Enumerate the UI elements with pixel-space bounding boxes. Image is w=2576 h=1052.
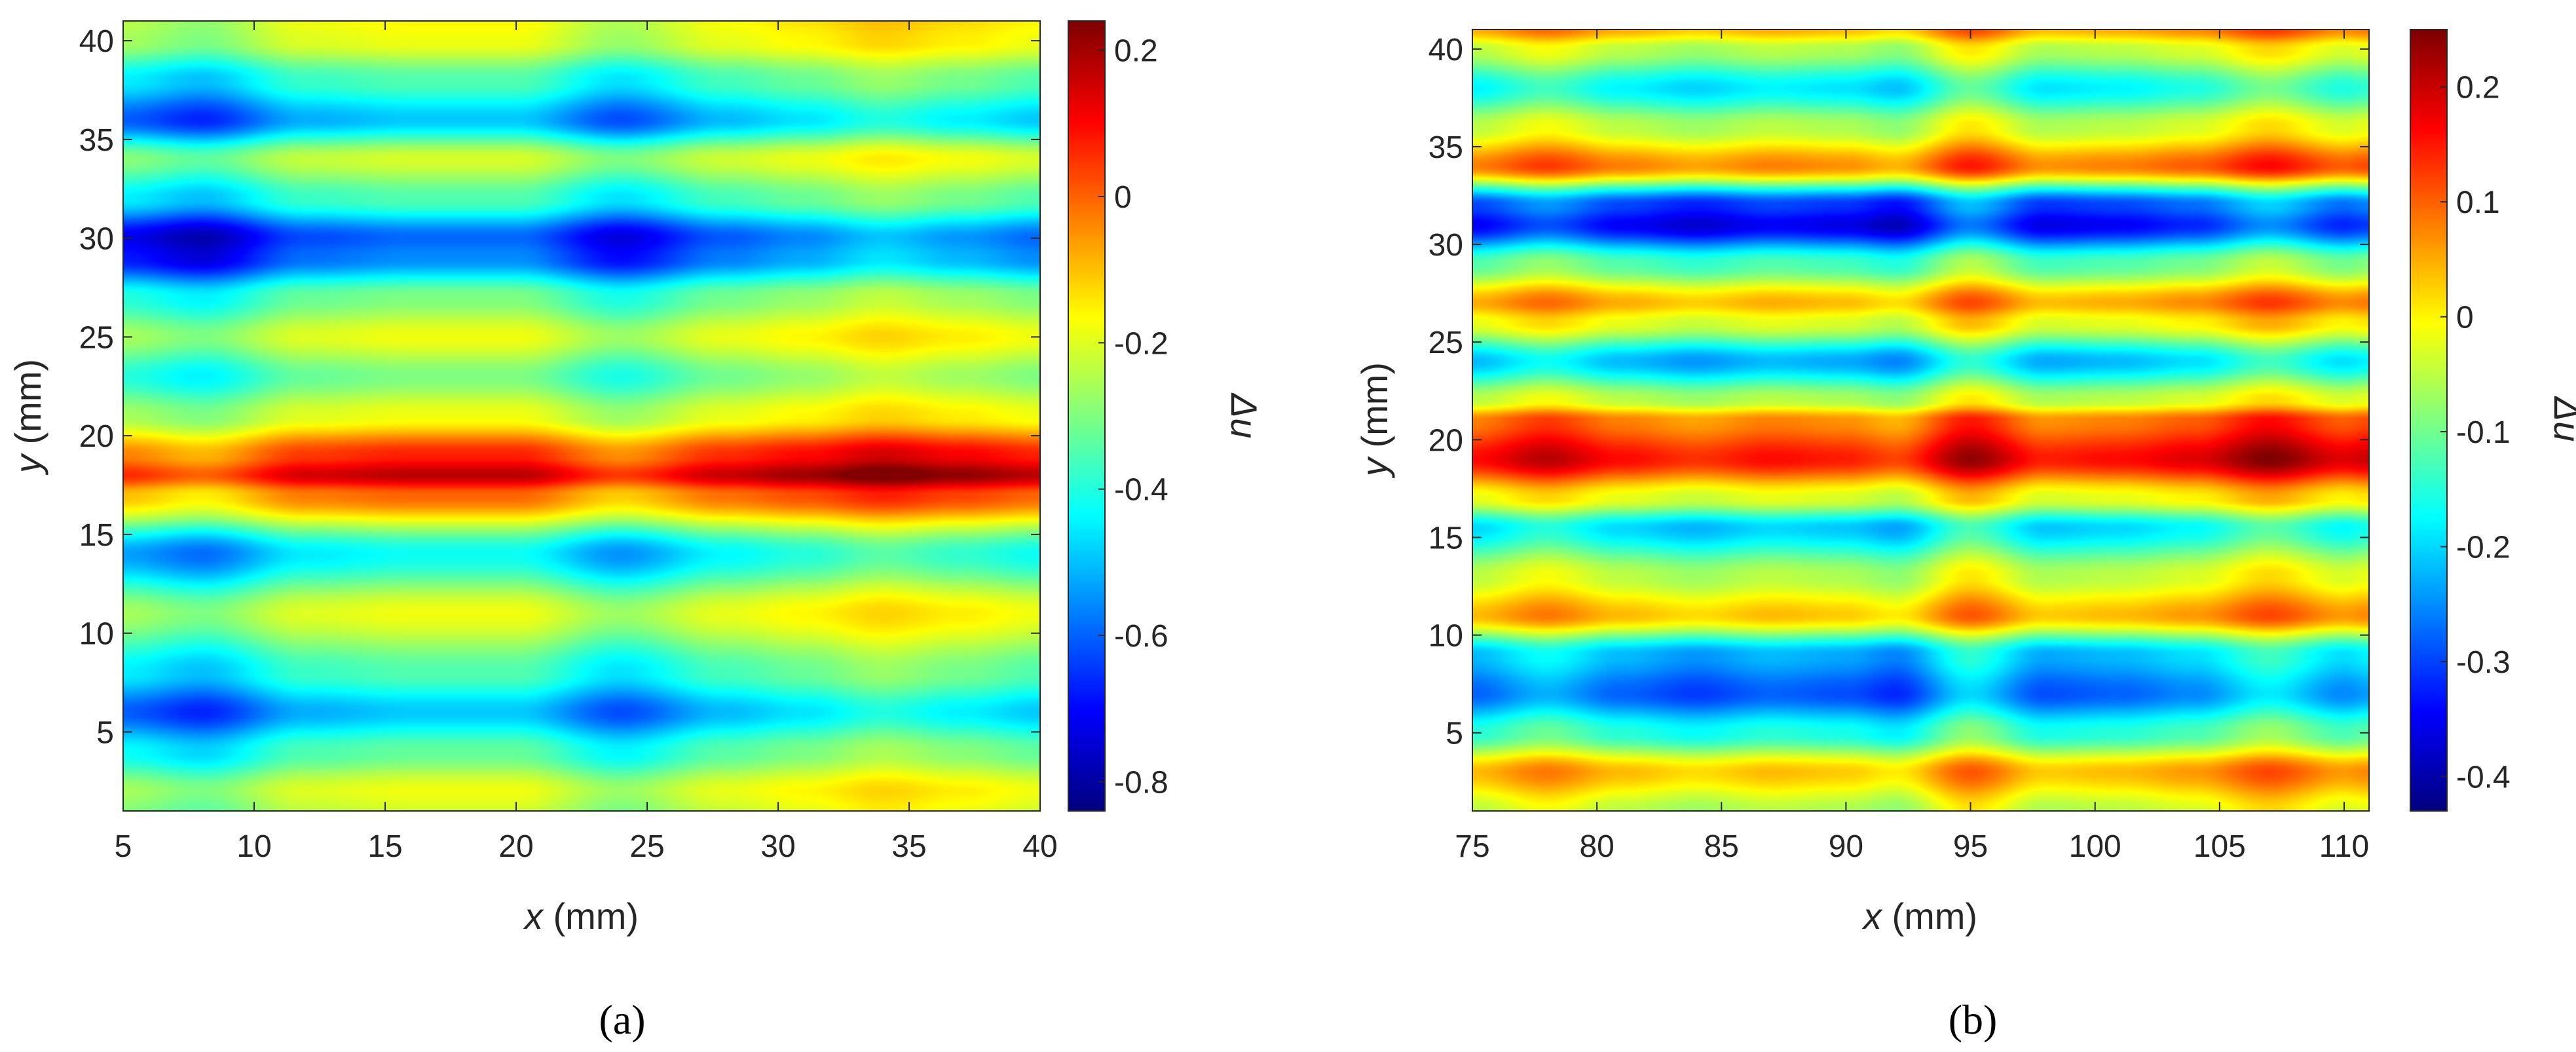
colorbar-tick-label-a: 0.2 (1114, 34, 1158, 69)
y-tick-label-a: 20 (79, 419, 114, 454)
x-axis-var-b: x (1861, 895, 1883, 937)
colorbar-frame-b (2410, 29, 2448, 812)
colorbar-tick-label-a: -0.8 (1114, 765, 1168, 800)
y-tick-label-a: 25 (79, 320, 114, 355)
x-tick-label-b: 100 (2069, 829, 2121, 864)
y-axis-unit-b: (mm) (1354, 362, 1395, 458)
y-axis-unit-a: (mm) (7, 359, 48, 455)
colorbar-tick-label-b: 0 (2456, 301, 2474, 335)
colorbar-label-a: Δu (1223, 392, 1265, 439)
colorbar-tick-label-a: -0.2 (1114, 326, 1168, 361)
x-tick-label-a: 35 (891, 829, 926, 864)
x-tick-label-a: 15 (367, 829, 402, 864)
x-axis-unit-b: (mm) (1882, 895, 1977, 937)
colorbar-ticks-b: 0.2 0.1 0 -0.1 -0.2 -0.3 -0.4 (2440, 71, 2511, 795)
colorbar-label-b: Δu (2547, 396, 2576, 442)
y-tick-label-b: 40 (1428, 33, 1463, 67)
colorbar-tick-label-b: -0.3 (2456, 645, 2511, 680)
x-tick-label-b: 95 (1953, 829, 1988, 864)
y-axis-var-b: y (1354, 456, 1395, 479)
x-tick-label-a: 25 (629, 829, 664, 864)
y-tick-label-b: 10 (1428, 619, 1463, 654)
y-tick-label-a: 10 (79, 617, 114, 652)
colorbar-tick-label-b: 0.2 (2456, 71, 2500, 105)
heatmap-image-a (123, 21, 1040, 811)
heatmap-panel-a: 5 10 15 20 25 30 35 40 5 10 15 20 25 30 35 40 0.2 0 -0.2 -… (7, 20, 1265, 1043)
colorbar-ticks-a: 0.2 0 -0.2 -0.4 -0.6 -0.8 (1098, 34, 1168, 800)
axes-a: 5 10 15 20 25 30 35 40 5 10 15 20 25 30 35 40 (79, 21, 1058, 864)
x-tick-label-a: 10 (236, 829, 271, 864)
y-tick-label-a: 15 (79, 518, 114, 553)
x-tick-label-b: 85 (1704, 829, 1739, 864)
x-tick-label-a: 20 (498, 829, 533, 864)
colorbar-tick-label-b: -0.1 (2456, 415, 2511, 450)
axes-b: 75 80 85 90 95 100 105 110 5 10 15 20 25 30 35 40 (1428, 29, 2370, 864)
y-axis-label-a: y (mm) (7, 359, 48, 476)
colorbar-tick-label-b: -0.4 (2456, 760, 2511, 795)
x-axis-unit-a: (mm) (543, 895, 639, 937)
y-tick-label-b: 30 (1428, 228, 1463, 263)
x-tick-label-b: 110 (2319, 829, 2370, 864)
y-tick-label-a: 30 (79, 222, 114, 257)
y-axis-label-b: y (mm) (1354, 362, 1395, 479)
x-axis-var-a: x (523, 895, 544, 937)
colorbar-image-a (1068, 21, 1105, 811)
colorbar-tick-label-a: -0.6 (1114, 619, 1168, 654)
y-tick-label-b: 25 (1428, 326, 1463, 360)
panel-label-a: (a) (599, 996, 645, 1043)
y-tick-label-a: 40 (79, 24, 114, 59)
x-tick-label-a: 40 (1022, 829, 1057, 864)
x-tick-label-b: 75 (1455, 829, 1489, 864)
colorbar-tick-label-a: 0 (1114, 180, 1132, 215)
y-tick-label-b: 35 (1428, 130, 1463, 165)
x-axis-label-a: x (mm) (523, 895, 639, 937)
colorbar-tick-label-a: -0.4 (1114, 473, 1168, 508)
x-tick-label-b: 105 (2193, 829, 2246, 864)
y-axis-var-a: y (7, 453, 48, 476)
plot-frame-b (1472, 29, 2370, 812)
heatmap-image-b (1472, 29, 2369, 811)
x-tick-label-b: 90 (1829, 829, 1863, 864)
x-tick-label-a: 5 (115, 829, 132, 864)
y-tick-label-a: 5 (96, 715, 114, 750)
colorbar-image-b (2410, 29, 2447, 811)
y-tick-label-a: 35 (79, 123, 114, 158)
x-tick-label-b: 80 (1579, 829, 1614, 864)
colorbar-frame-a (1068, 20, 1106, 812)
y-tick-label-b: 5 (1446, 717, 1463, 751)
x-axis-label-b: x (mm) (1861, 895, 1977, 937)
colorbar-tick-label-b: -0.2 (2456, 530, 2511, 565)
y-tick-label-b: 20 (1428, 423, 1463, 458)
panel-label-b: (b) (1949, 996, 1998, 1043)
plot-frame-a (122, 20, 1041, 812)
colorbar-tick-label-b: 0.1 (2456, 185, 2500, 220)
y-tick-label-b: 15 (1428, 521, 1463, 555)
x-tick-label-a: 30 (760, 829, 795, 864)
